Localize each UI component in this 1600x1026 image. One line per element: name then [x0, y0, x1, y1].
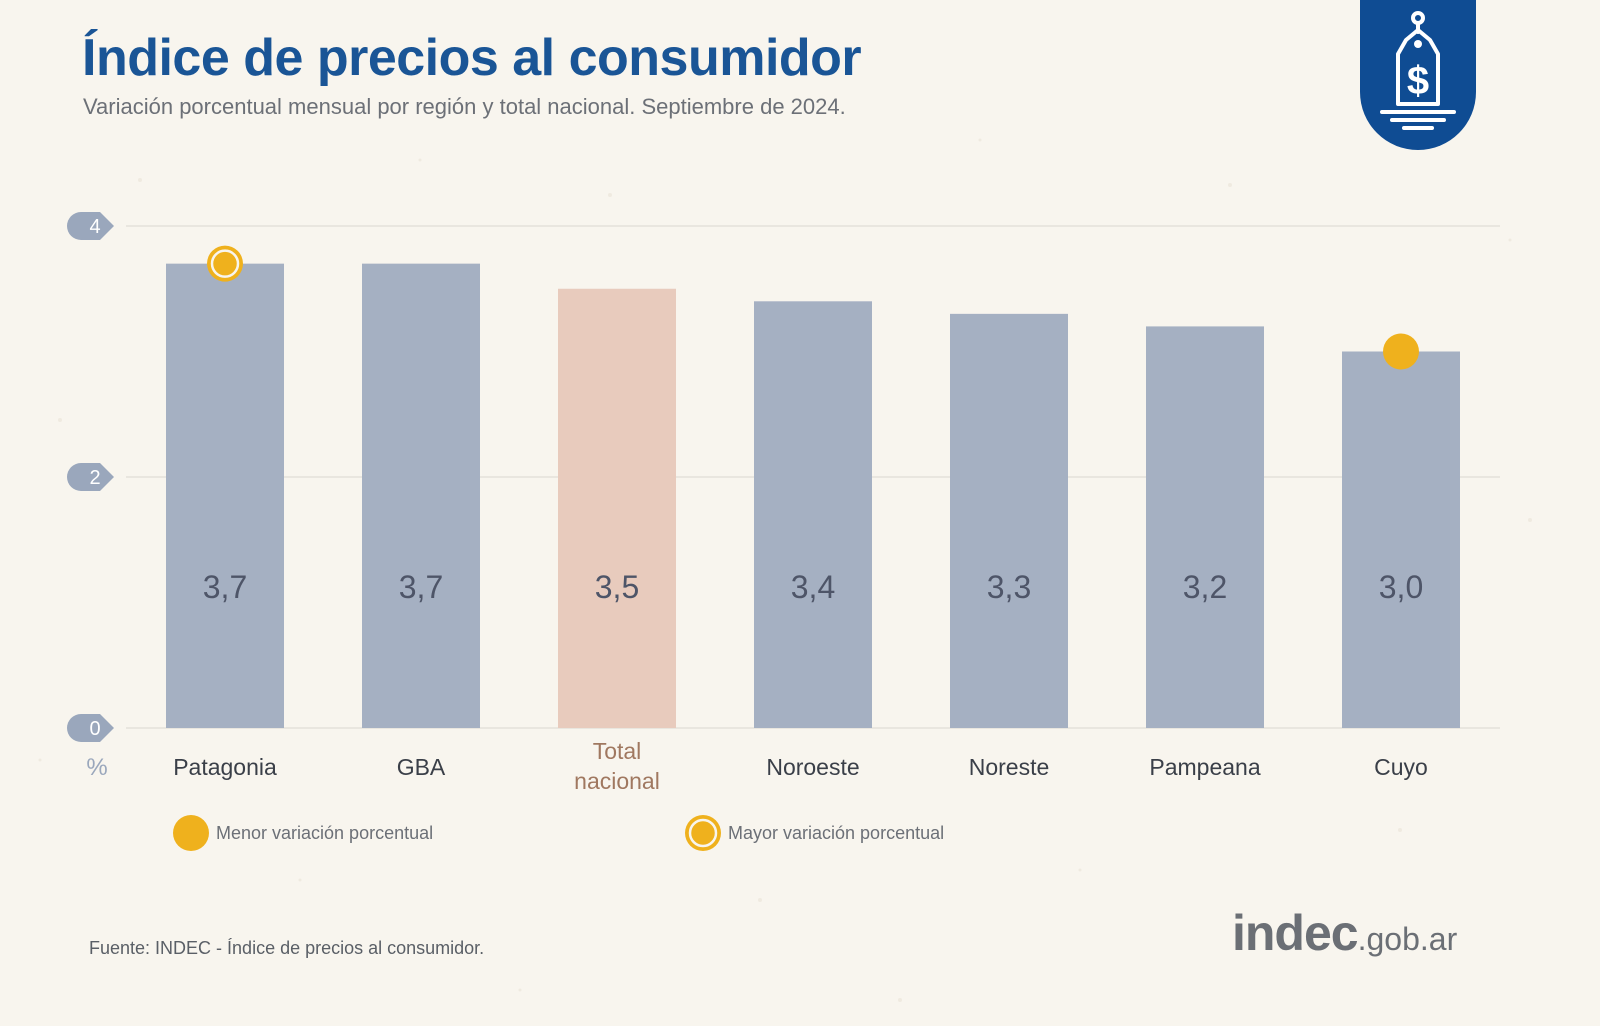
bar-value-label-2: 3,5: [595, 569, 639, 605]
y-tick-badge-0: [67, 714, 114, 742]
category-label-2-line-0: Total: [593, 738, 642, 764]
category-label-2-line-1: nacional: [574, 768, 660, 794]
bar-6: [1342, 351, 1460, 728]
y-tick-badge-4: [67, 212, 114, 240]
brand-main: indec: [1232, 905, 1359, 961]
y-tick-label-2: 2: [89, 467, 100, 489]
legend-min-label: Menor variación porcentual: [216, 822, 434, 843]
svg-text:$: $: [1407, 59, 1429, 103]
category-label-4: Noreste: [969, 754, 1050, 780]
bar-value-label-0: 3,7: [203, 569, 247, 605]
category-label-6: Cuyo: [1374, 754, 1428, 780]
category-label-5: Pampeana: [1149, 754, 1260, 780]
chart-title: Índice de precios al consumidor: [82, 29, 862, 87]
marker-filled-1: [1383, 333, 1419, 370]
bar-value-label-6: 3,0: [1379, 569, 1423, 605]
legend-min: Menor variación porcentual: [172, 814, 433, 852]
bar-value-label-1: 3,7: [399, 569, 443, 605]
price-tag-dollar-icon: $: [1360, 0, 1476, 150]
bar-value-label-3: 3,4: [791, 569, 835, 605]
legend-max-label: Mayor variación porcentual: [728, 822, 945, 843]
legend-max-marker: [685, 815, 721, 851]
bar-value-label-5: 3,2: [1183, 569, 1227, 605]
bar-5: [1146, 326, 1264, 728]
category-label-1: GBA: [397, 754, 446, 780]
bar-1: [362, 263, 480, 728]
bar-value-label-4: 3,3: [987, 569, 1031, 605]
y-tick-label-0: 0: [89, 718, 100, 740]
brand-logo: indec.gob.ar: [1232, 908, 1457, 958]
category-label-3: Noroeste: [766, 754, 859, 780]
marker-ring-inner-0: [210, 249, 240, 278]
legend-max: Mayor variación porcentual: [684, 814, 944, 852]
y-tick-badge-2: [67, 463, 114, 491]
bar-2: [558, 288, 676, 728]
bar-chart: 0 2 4% 3,7 Patagonia 3,7 GBA 3,5 Total nacional 3,…: [67, 212, 1500, 794]
chart-subtitle: Variación porcentual mensual por región …: [83, 94, 846, 119]
category-label-0: Patagonia: [173, 754, 277, 780]
bar-3: [754, 301, 872, 728]
source-note: Fuente: INDEC - Índice de precios al con…: [89, 938, 485, 958]
y-tick-label-4: 4: [89, 216, 100, 238]
bar-0: [166, 263, 284, 728]
brand-domain: .gob.ar: [1357, 921, 1458, 957]
bar-4: [950, 313, 1068, 728]
y-axis-unit: %: [86, 754, 107, 781]
legend-min-marker: [173, 815, 209, 851]
